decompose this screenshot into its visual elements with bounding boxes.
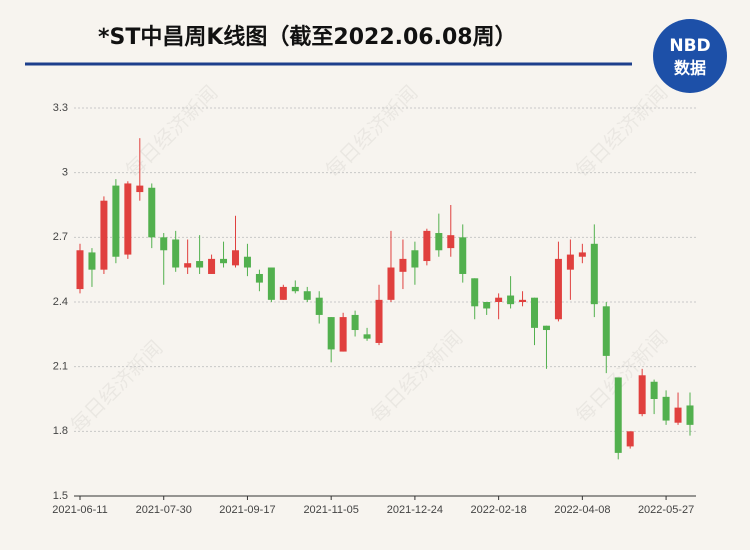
candle-body	[411, 250, 419, 268]
candle-body	[231, 250, 239, 266]
candle-body	[626, 431, 634, 447]
watermarks: 每日经济新闻 每日经济新闻 每日经济新闻 每日经济新闻 每日经济新闻 每日经济新…	[65, 81, 672, 438]
candle-body	[686, 405, 694, 425]
candle-body	[291, 286, 299, 292]
candle-body	[423, 230, 431, 262]
candle-body	[76, 250, 84, 290]
candle-body	[243, 256, 251, 268]
candle-body	[459, 237, 467, 274]
candle-body	[88, 252, 96, 270]
candle-body	[339, 317, 347, 352]
candle-body	[172, 239, 180, 268]
x-tick-label: 2021-09-17	[219, 504, 275, 516]
x-tick-label: 2021-11-05	[303, 504, 358, 516]
candle-body	[208, 258, 216, 274]
y-tick-label: 1.5	[53, 490, 68, 502]
candle-body	[112, 185, 120, 257]
candle-body	[483, 302, 491, 309]
candle-body	[255, 273, 263, 283]
candle-body	[100, 200, 108, 270]
logo-top: NBD	[669, 36, 710, 56]
candle-body	[495, 297, 503, 302]
candle-body	[614, 377, 622, 453]
watermark: 每日经济新闻	[120, 81, 222, 183]
y-tick-label: 2.1	[53, 361, 68, 373]
candle-body	[196, 261, 204, 268]
candle-body	[327, 317, 335, 350]
candle-body	[136, 185, 144, 193]
y-tick-label: 1.8	[53, 425, 68, 437]
candle-body	[220, 258, 228, 264]
y-tick-label: 2.7	[53, 231, 68, 243]
candle-body	[638, 375, 646, 415]
logo-badge	[653, 19, 727, 93]
candle-body	[531, 297, 539, 328]
candle-body	[279, 286, 287, 300]
y-tick-label: 3	[62, 167, 68, 179]
candle-body	[303, 291, 311, 300]
watermark: 每日经济新闻	[570, 81, 672, 183]
candle-body	[315, 297, 323, 315]
x-tick-label: 2021-12-24	[387, 504, 443, 516]
candle-body	[554, 258, 562, 320]
x-tick-label: 2021-07-30	[136, 504, 192, 516]
candle-body	[351, 314, 359, 331]
candle-body	[650, 381, 658, 399]
x-tick-label: 2022-04-08	[554, 504, 610, 516]
candle-body	[519, 299, 527, 302]
candle-body	[566, 254, 574, 270]
watermark: 每日经济新闻	[320, 81, 422, 183]
chart-title: *ST中昌周K线图（截至2022.06.08周）	[98, 24, 517, 50]
candle-body	[124, 183, 132, 255]
y-tick-label: 2.4	[53, 296, 68, 308]
x-tick-label: 2022-05-27	[638, 504, 694, 516]
candle-body	[507, 295, 515, 305]
candle-body	[184, 263, 192, 268]
candle-body	[674, 407, 682, 423]
candle-body	[267, 267, 275, 300]
y-tick-label: 3.3	[53, 102, 68, 114]
logo-bottom: 数据	[674, 59, 706, 78]
candle-body	[387, 267, 395, 300]
candle-body	[399, 258, 407, 272]
x-tick-label: 2021-06-11	[52, 504, 107, 516]
candle-body	[590, 243, 598, 305]
candle-body	[447, 235, 455, 249]
candle-body	[542, 325, 550, 331]
candle-body	[471, 278, 479, 307]
candle-body	[435, 233, 443, 251]
candle-body	[363, 334, 371, 339]
candle-body	[148, 187, 156, 238]
candle-body	[160, 237, 168, 251]
candle-body	[602, 306, 610, 356]
candle-body	[578, 252, 586, 257]
x-tick-label: 2022-02-18	[470, 504, 526, 516]
candle-body	[375, 299, 383, 343]
candle-body	[662, 396, 670, 421]
watermark: 每日经济新闻	[65, 336, 167, 438]
